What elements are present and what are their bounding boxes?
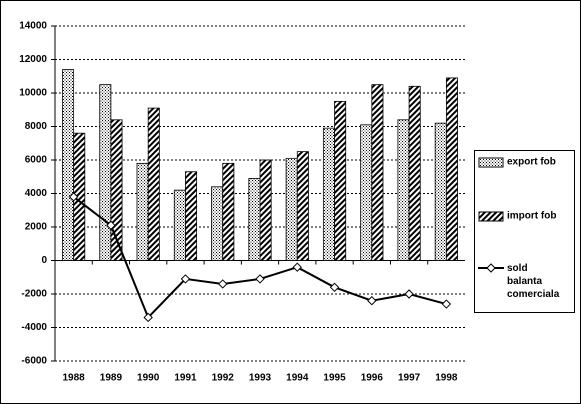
- line-marker: [68, 192, 79, 202]
- bar: [296, 151, 309, 261]
- x-tick-label: 1990: [137, 373, 160, 384]
- legend-label: import fob: [507, 211, 556, 222]
- bar: [185, 171, 198, 261]
- bar: [334, 100, 347, 261]
- legend-marker: [486, 263, 496, 273]
- bar: [360, 124, 373, 261]
- bar: [173, 189, 186, 261]
- line-marker: [404, 289, 414, 299]
- bar: [397, 119, 410, 261]
- x-tick-label: 1998: [435, 373, 458, 384]
- bar: [99, 84, 112, 261]
- line-marker: [441, 299, 452, 309]
- bar: [62, 69, 75, 261]
- line-marker: [143, 312, 153, 323]
- bar: [408, 85, 421, 261]
- y-tick-label: 0: [41, 255, 47, 266]
- y-tick-label: -4000: [21, 322, 47, 333]
- bar: [211, 186, 224, 261]
- legend-box: [474, 150, 575, 313]
- legend-swatch: [478, 211, 504, 222]
- line-marker: [329, 282, 340, 293]
- y-tick-label: 2000: [25, 222, 48, 233]
- x-tick-label: 1993: [249, 373, 272, 384]
- line-marker: [255, 274, 265, 284]
- legend-swatch: [478, 157, 504, 168]
- y-tick-label: 8000: [25, 121, 48, 132]
- bar: [259, 159, 272, 261]
- bar: [371, 84, 384, 261]
- y-tick-label: 4000: [25, 188, 48, 199]
- bar: [248, 178, 261, 261]
- x-tick-label: 1995: [323, 373, 346, 384]
- bar: [434, 122, 447, 261]
- line-marker: [292, 262, 302, 272]
- bar: [322, 127, 335, 261]
- y-tick-label: -2000: [21, 289, 47, 300]
- bar: [136, 162, 149, 261]
- x-tick-label: 1996: [361, 373, 384, 384]
- legend-label: export fob: [507, 157, 556, 168]
- x-tick-label: 1989: [100, 373, 123, 384]
- y-tick-label: 6000: [25, 155, 48, 166]
- line-marker: [180, 274, 191, 284]
- y-tick-label: -6000: [21, 356, 47, 367]
- legend-label: sold balanta comerciala: [507, 263, 560, 300]
- x-tick-label: 1997: [398, 373, 421, 384]
- bar: [110, 119, 123, 261]
- y-tick-label: 14000: [19, 21, 47, 32]
- x-tick-label: 1988: [63, 373, 86, 384]
- bar: [222, 162, 235, 261]
- line-marker: [367, 295, 377, 306]
- x-tick-label: 1991: [174, 373, 197, 384]
- line-marker: [218, 279, 228, 289]
- bar: [285, 157, 298, 261]
- line-marker: [106, 220, 116, 231]
- x-tick-label: 1992: [212, 373, 235, 384]
- y-tick-label: 10000: [19, 88, 47, 99]
- bar: [445, 77, 458, 261]
- y-tick-label: 12000: [19, 54, 47, 65]
- x-tick-label: 1994: [286, 373, 309, 384]
- bar: [147, 107, 160, 261]
